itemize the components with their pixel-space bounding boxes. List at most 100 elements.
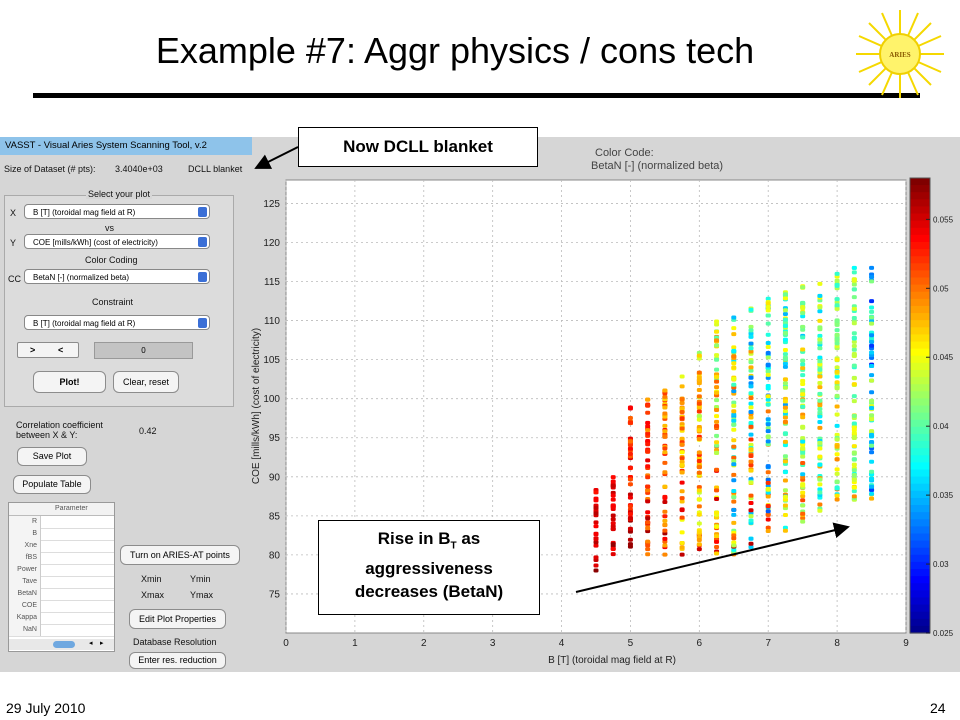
colorbar-segment [910,334,930,343]
x-variable-select[interactable]: B [T] (toroidal mag field at R) [24,204,210,219]
data-point [679,545,685,550]
data-point [714,343,720,348]
data-point [817,385,823,390]
data-point [610,479,616,484]
greater-than-button[interactable]: > [30,345,36,355]
clear-reset-button[interactable]: Clear, reset [113,371,179,393]
constraint-select[interactable]: B [T] (toroidal mag field at R) [24,315,210,330]
data-point [817,508,823,513]
data-point [851,399,857,404]
data-point [679,470,685,475]
aries-sun-logo: ARIES [856,10,944,98]
y-variable-select[interactable]: COE [mills/kWh] (cost of electricity) [24,234,210,249]
x-tick-label: 9 [903,638,909,649]
data-point [782,399,788,404]
data-point [851,295,857,300]
data-point [696,424,702,429]
colorbar-segment [910,618,930,627]
colorbar-segment [910,419,930,428]
scrollbar-thumb[interactable] [53,641,75,648]
data-point [714,524,720,529]
data-point [782,296,788,301]
data-point [782,470,788,475]
data-point [593,537,599,542]
data-point [714,367,720,372]
data-point [645,428,651,433]
data-point [851,353,857,358]
table-row[interactable]: COE [9,600,114,613]
table-row[interactable]: R [9,516,114,529]
less-than-button[interactable]: < [58,345,64,355]
data-point [782,439,788,444]
data-point [834,337,840,342]
table-row-label: Xne [9,540,41,552]
data-point [834,318,840,323]
data-point [782,352,788,357]
data-point [765,504,771,509]
enter-res-reduction-button[interactable]: Enter res. reduction [129,652,226,669]
data-point [800,347,806,352]
edit-plot-properties-button[interactable]: Edit Plot Properties [129,609,226,629]
colorbar-segment [910,377,930,385]
data-point [731,520,737,525]
populate-table-button[interactable]: Populate Table [13,475,91,494]
scroll-left-icon[interactable]: ◂ [89,640,93,647]
data-point [851,270,857,275]
colorbar-segment [910,284,930,293]
colorbar-segment [910,526,930,535]
data-point [765,372,771,377]
data-point [782,308,788,313]
table-scrollbar[interactable]: ◂ ▸ [9,639,114,650]
data-point [731,418,737,423]
data-point [869,309,875,314]
data-point [714,544,720,549]
colorbar-segment [910,277,930,286]
data-point [748,405,754,410]
data-point [679,489,685,494]
table-header-parameter: Parameter [55,505,88,512]
data-point [851,413,857,418]
table-row[interactable]: Xne [9,540,114,553]
data-point [851,434,857,439]
constraint-value-field[interactable]: 0 [94,342,193,359]
table-row[interactable]: Power [9,564,114,577]
data-point [662,429,668,434]
save-plot-button[interactable]: Save Plot [17,447,87,466]
data-point [748,396,754,401]
data-point [869,390,875,395]
data-point [627,443,633,448]
data-point [714,534,720,539]
data-point [834,412,840,417]
data-point [748,375,754,380]
data-point [869,321,875,326]
data-point [782,528,788,533]
table-row[interactable]: Kappa [9,612,114,625]
colorbar-segment [910,462,930,471]
data-point [696,521,702,526]
data-point [765,394,771,399]
data-point [627,537,633,542]
colorbar-segment [910,249,930,257]
table-row[interactable]: fBS [9,552,114,565]
table-row[interactable]: NaN [9,624,114,637]
plot-button[interactable]: Plot! [33,371,106,393]
scroll-right-icon[interactable]: ▸ [100,640,104,647]
data-point [869,275,875,280]
data-point [765,464,771,469]
color-coding-select[interactable]: BetaN [-] (normalized beta) [24,269,210,284]
colorbar-segment [910,597,930,606]
data-point [714,385,720,390]
aries-at-points-button[interactable]: Turn on ARIES-AT points [120,545,240,565]
table-row[interactable]: Tave [9,576,114,589]
data-point [817,487,823,492]
data-point [662,414,668,419]
data-point [851,287,857,292]
table-row[interactable]: BetaN [9,588,114,601]
table-row[interactable]: B [9,528,114,541]
data-point [748,508,754,513]
data-point [645,431,651,436]
data-point [834,432,840,437]
rise-callout-line2: aggressiveness [365,559,493,579]
data-point [748,360,754,365]
colorbar-segment [910,554,930,563]
